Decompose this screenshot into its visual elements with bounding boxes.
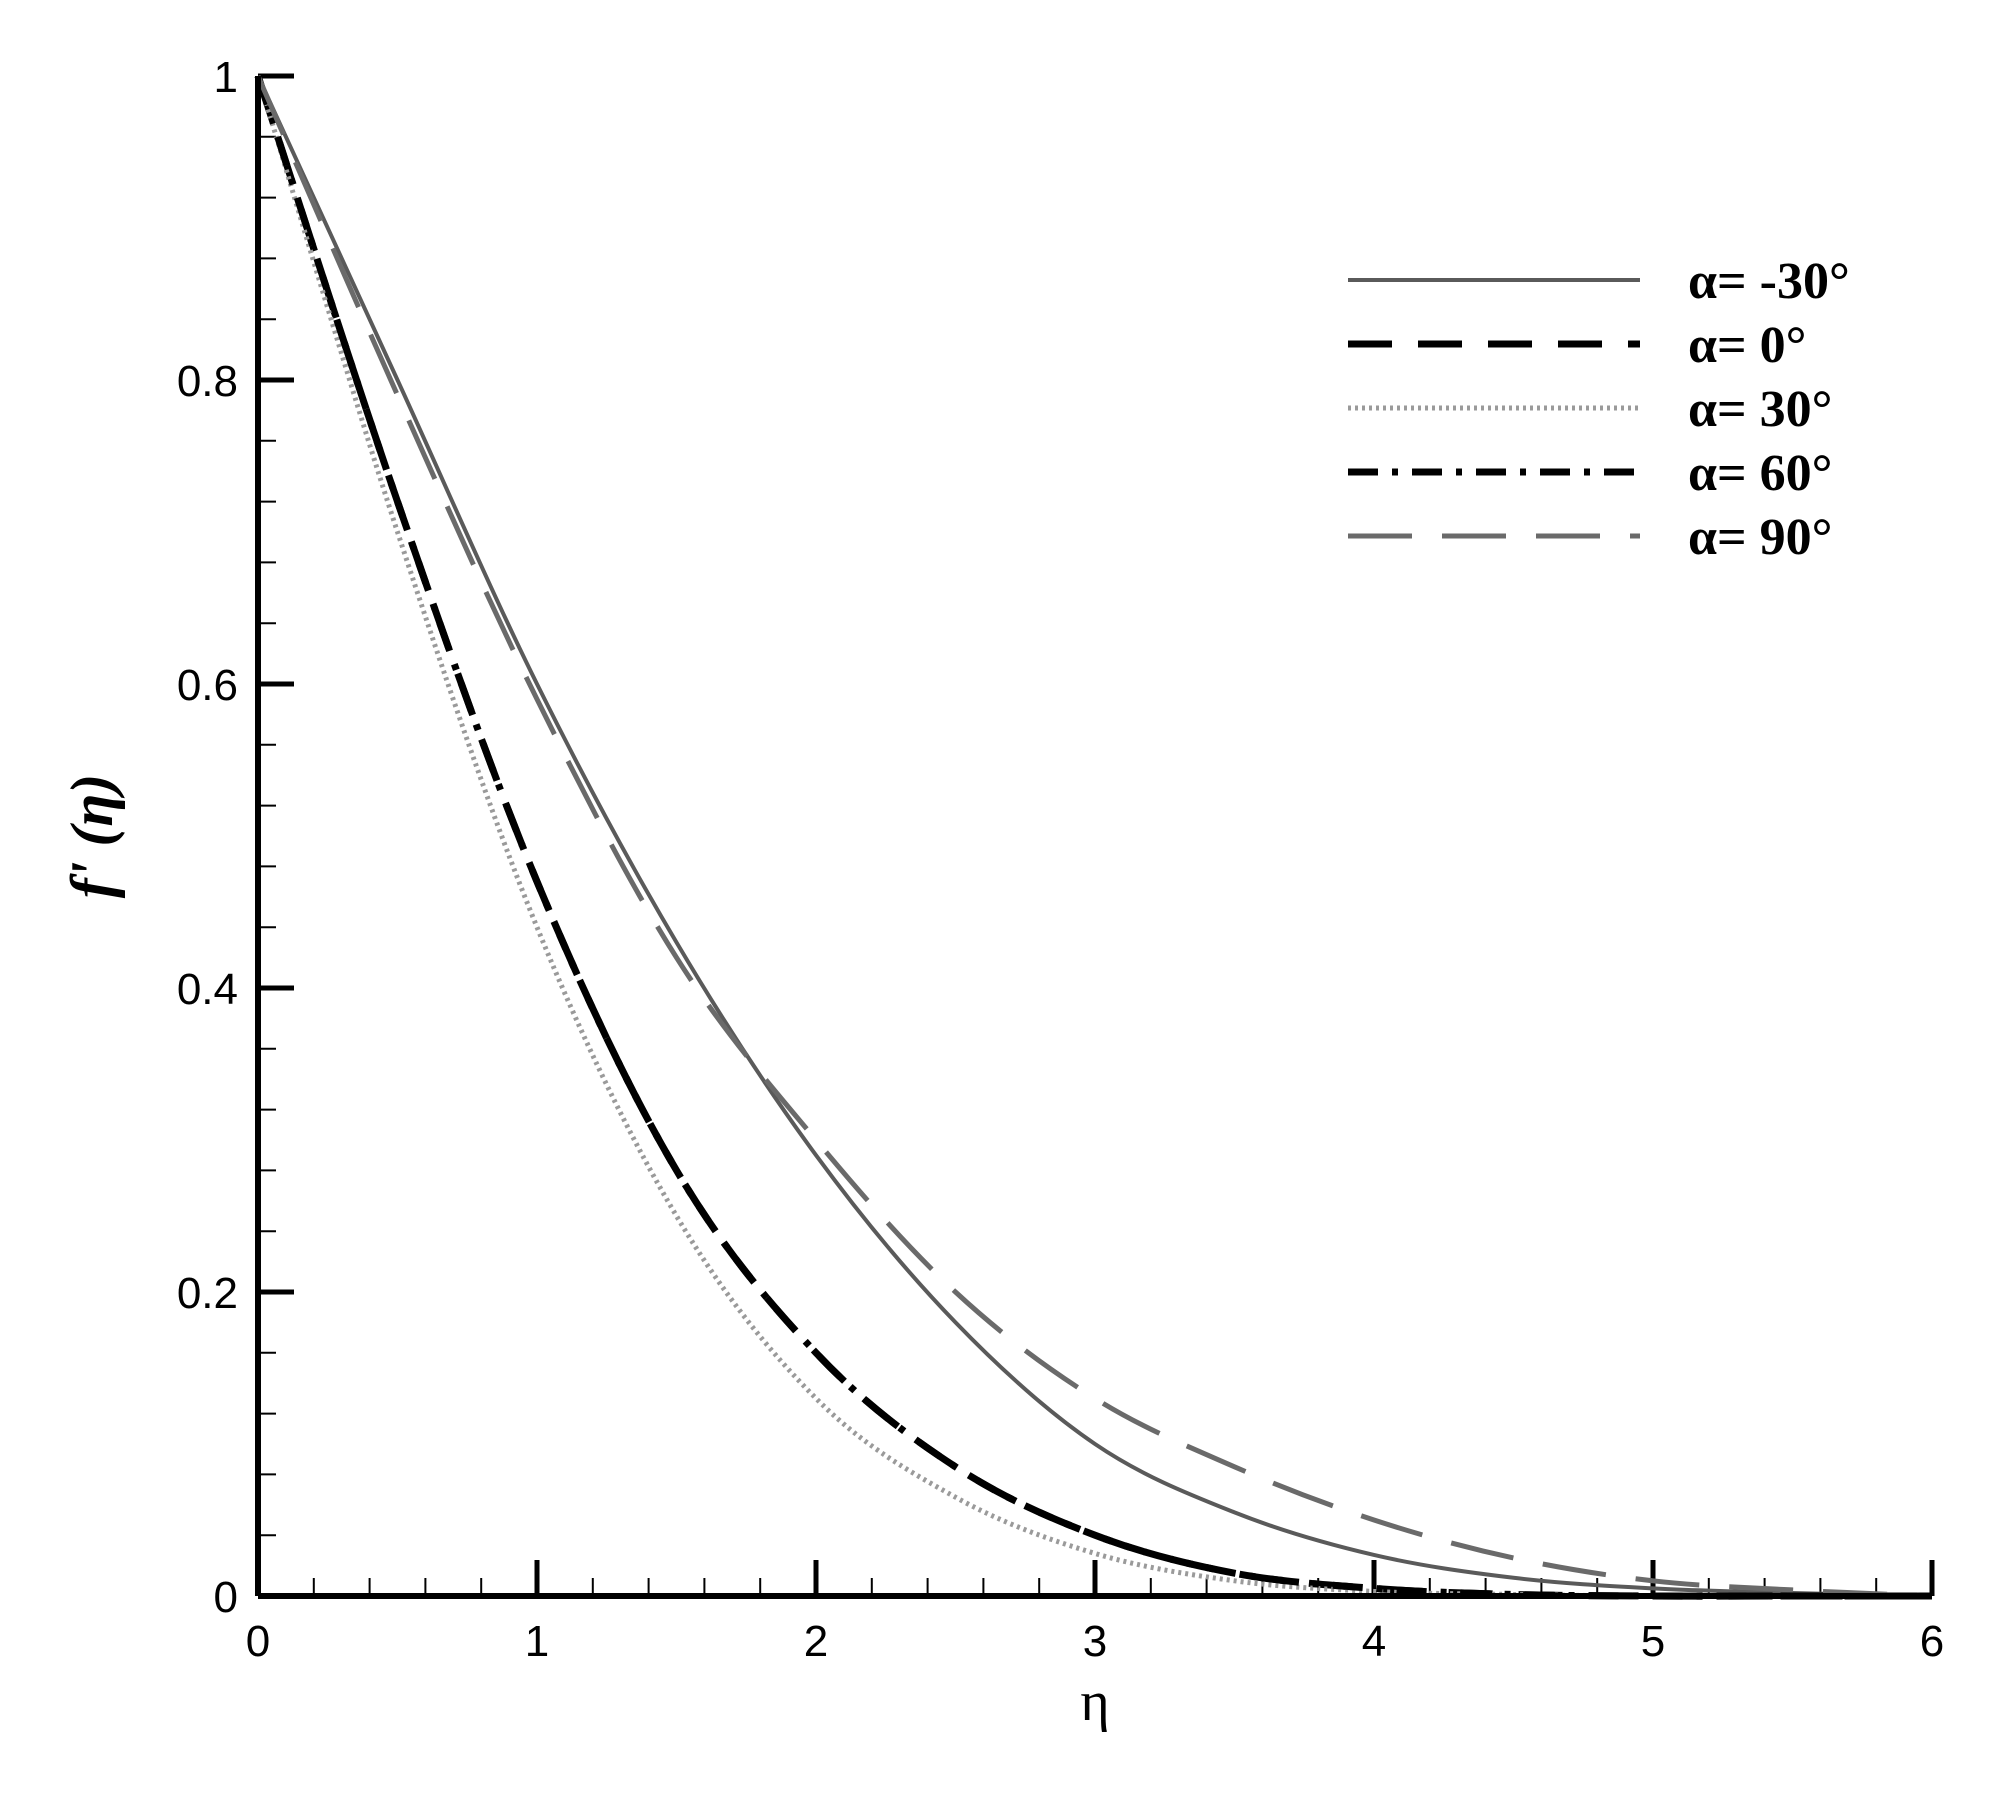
series-layer — [254, 74, 1933, 1600]
x-tick-label: 6 — [1920, 1617, 1944, 1666]
y-tick-label: 1 — [214, 53, 238, 102]
axes — [255, 76, 1932, 1599]
series-line-1 — [254, 74, 1932, 1600]
series-line-0 — [256, 75, 1933, 1598]
legend-label-0: α= -30° — [1688, 253, 1850, 310]
y-axis-title: f' (η) — [59, 774, 125, 899]
y-tick-label: 0.6 — [177, 661, 238, 710]
legend-label-3: α= 60° — [1688, 445, 1832, 502]
x-axis-title: η — [1080, 1671, 1109, 1733]
x-tick-label: 2 — [804, 1617, 828, 1666]
x-tick-labels: 0 1 2 3 4 5 6 — [246, 1617, 1944, 1666]
y-tick-label: 0.4 — [177, 965, 238, 1014]
y-tick-label: 0.8 — [177, 357, 238, 406]
y-tick-labels: 0 0.2 0.4 0.6 0.8 1 — [177, 53, 238, 1622]
major-ticks — [255, 73, 1935, 1599]
x-tick-label: 3 — [1083, 1617, 1107, 1666]
minor-ticks — [258, 135, 1878, 1596]
series-line-2 — [255, 75, 1932, 1599]
x-tick-label: 4 — [1362, 1617, 1386, 1666]
legend: α= -30° α= 0° α= 30° α= 60° α= 90° — [1348, 253, 1850, 566]
y-tick-label: 0.2 — [177, 1269, 238, 1318]
x-tick-label: 1 — [525, 1617, 549, 1666]
y-tick-label: 0 — [214, 1573, 238, 1622]
series-line-4 — [255, 74, 1933, 1599]
legend-label-2: α= 30° — [1688, 381, 1832, 438]
legend-label-4: α= 90° — [1688, 509, 1832, 566]
x-tick-label: 5 — [1641, 1617, 1665, 1666]
series-line-3 — [254, 74, 1932, 1600]
legend-label-1: α= 0° — [1688, 317, 1806, 374]
x-tick-label: 0 — [246, 1617, 270, 1666]
